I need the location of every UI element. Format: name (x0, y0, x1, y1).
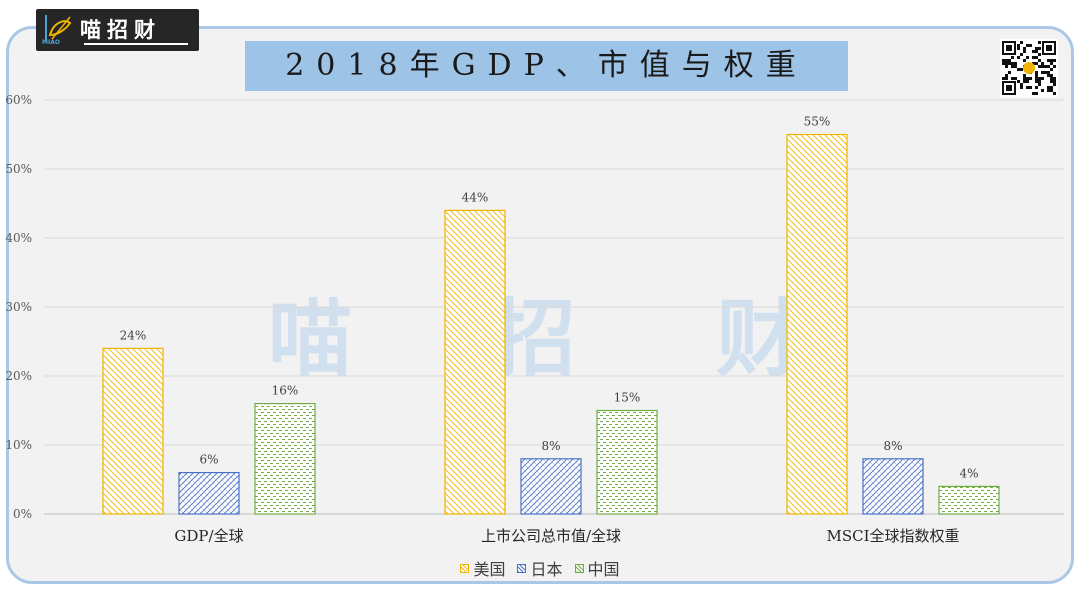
legend-item: 中国 (574, 556, 620, 580)
logo-underline (84, 43, 188, 45)
x-tick-label: MSCI全球指数权重 (826, 527, 959, 545)
y-tick-label: 60% (5, 93, 32, 107)
title-banner: 2018年GDP、市值与权重 (245, 41, 848, 91)
logo-emblem-icon (45, 15, 72, 41)
bar (786, 133, 848, 515)
x-axis-ticks: GDP/全球 上市公司总市值/全球 MSCI全球指数权重 (174, 527, 959, 545)
y-tick-label: 50% (5, 162, 32, 176)
brand-logo: MIAO 喵招财 (36, 9, 199, 51)
legend-swatch (460, 563, 470, 573)
data-label: 8% (883, 439, 902, 453)
legend-swatch (517, 563, 527, 573)
data-label: 16% (272, 384, 299, 398)
qr-code-icon (1000, 39, 1058, 97)
legend-label: 中国 (587, 560, 620, 579)
x-tick-label: GDP/全球 (174, 527, 243, 545)
bar (862, 458, 924, 515)
data-label: 8% (541, 439, 560, 453)
y-tick-label: 20% (5, 369, 32, 383)
data-label: 44% (462, 190, 489, 204)
bar (254, 403, 316, 515)
data-label: 15% (614, 391, 641, 405)
bar (444, 209, 506, 515)
y-tick-label: 10% (5, 438, 32, 452)
logo-subtext: MIAO (42, 39, 60, 46)
y-axis-ticks: 0% 10% 20% 30% 40% 50% 60% (5, 93, 32, 521)
data-label: 24% (120, 328, 147, 342)
chart-title: 2018年GDP、市值与权重 (285, 48, 808, 83)
bar (596, 409, 658, 515)
bar (938, 485, 1000, 515)
y-tick-label: 30% (5, 300, 32, 314)
y-tick-label: 0% (13, 507, 32, 521)
bar (178, 472, 240, 515)
logo-text: 喵招财 (80, 18, 161, 42)
y-tick-label: 40% (5, 231, 32, 245)
legend-item: 日本 (517, 556, 563, 580)
legend-label: 日本 (530, 560, 563, 579)
bars: 24% 6% 16% 44% 8% 15% 55% 8% 4% (102, 115, 1000, 515)
bar (520, 458, 582, 515)
legend-item: 美国 (460, 556, 505, 580)
x-tick-label: 上市公司总市值/全球 (481, 527, 621, 545)
legend-swatch (574, 563, 584, 573)
data-label: 55% (804, 115, 831, 129)
legend: 美国 日本 中国 (0, 556, 1080, 580)
legend-label: 美国 (473, 560, 506, 579)
data-label: 4% (959, 466, 978, 480)
data-label: 6% (199, 453, 218, 467)
bar (102, 347, 164, 515)
